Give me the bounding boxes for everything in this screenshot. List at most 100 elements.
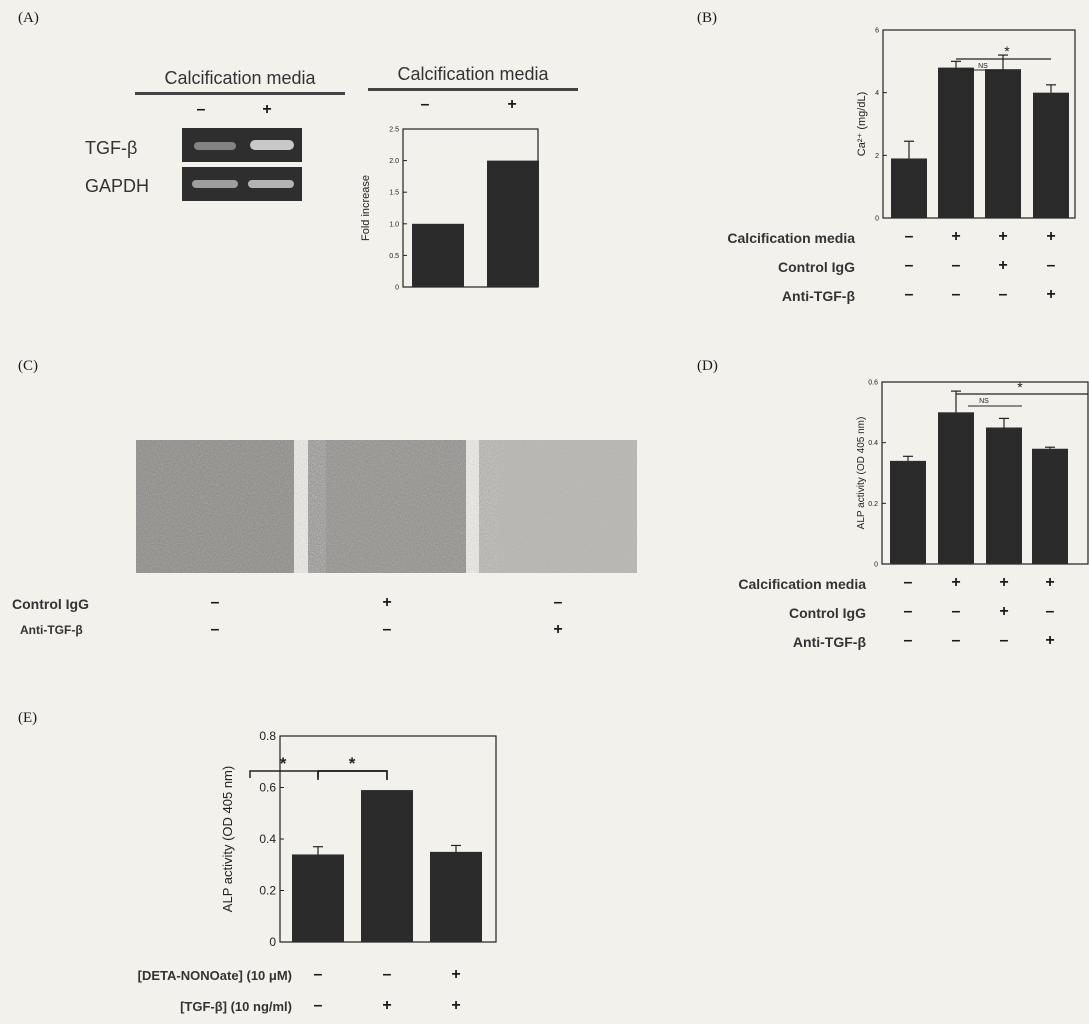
- y-tick-label: 0.8: [259, 729, 276, 743]
- condition-sign: +: [1045, 574, 1055, 591]
- y-tick-label: 0.6: [868, 379, 878, 386]
- bar: [890, 460, 926, 564]
- y-tick-label: 0.2: [259, 884, 276, 898]
- condition-sign: –: [951, 603, 961, 620]
- chart-a-sign-plus: +: [507, 96, 517, 113]
- condition-sign: +: [1045, 632, 1055, 649]
- bar: [891, 158, 927, 218]
- gel-row-label-gapdh: GAPDH: [85, 176, 150, 196]
- gel-sign-plus: +: [262, 101, 272, 118]
- condition-sign: –: [553, 594, 563, 611]
- condition-sign: +: [951, 228, 961, 245]
- condition-sign: +: [451, 966, 461, 983]
- ns-label: NS: [979, 398, 989, 405]
- condition-sign: –: [210, 594, 220, 611]
- condition-sign: +: [951, 574, 961, 591]
- condition-label: Anti-TGF-β: [781, 288, 855, 304]
- significance-bracket-left: [249, 770, 319, 778]
- y-tick-label: 0: [395, 284, 399, 291]
- plot-frame: [882, 29, 1076, 219]
- condition-sign: –: [313, 966, 323, 983]
- y-axis-label: Fold increase: [360, 175, 372, 241]
- condition-sign: –: [904, 228, 914, 245]
- gel-sign-minus: –: [196, 101, 206, 118]
- bar: [430, 851, 482, 942]
- condition-sign: +: [451, 997, 461, 1014]
- y-tick-label: 0.4: [868, 440, 878, 447]
- condition-sign: –: [999, 632, 1009, 649]
- chart-a-header: Calcification media: [368, 64, 578, 91]
- micrograph-texture: [136, 440, 637, 573]
- bar: [938, 67, 974, 218]
- chart-a-sign-minus: –: [420, 96, 430, 113]
- condition-label: Calcification media: [727, 230, 855, 246]
- bar: [361, 790, 413, 942]
- condition-sign: –: [1045, 603, 1055, 620]
- condition-sign: –: [951, 257, 961, 274]
- y-tick-label: 6: [875, 27, 879, 34]
- condition-sign: +: [999, 574, 1009, 591]
- condition-sign: +: [382, 997, 392, 1014]
- y-axis-label: Ca²⁺ (mg/dL): [856, 92, 868, 157]
- condition-sign: –: [382, 621, 392, 638]
- condition-sign: –: [903, 574, 913, 591]
- significance-star: *: [280, 754, 287, 773]
- y-tick-label: 2: [875, 153, 879, 160]
- y-tick-label: 0: [269, 935, 276, 949]
- bar: [412, 223, 464, 287]
- bar: [985, 69, 1021, 218]
- gel-row-label-tgf: TGF-β: [85, 138, 138, 158]
- y-tick-label: 0: [875, 215, 879, 222]
- condition-sign: +: [553, 621, 563, 638]
- condition-sign: +: [382, 594, 392, 611]
- condition-label: Control IgG: [778, 259, 855, 275]
- y-tick-label: 2.5: [389, 126, 399, 133]
- condition-sign: –: [951, 632, 961, 649]
- condition-label: Anti-TGF-β: [792, 634, 866, 650]
- bar: [938, 412, 974, 564]
- condition-label: [DETA-NONOate] (10 μM): [137, 968, 292, 983]
- significance-star: *: [349, 754, 356, 773]
- condition-sign: +: [1046, 286, 1056, 303]
- condition-sign: +: [998, 228, 1008, 245]
- panel-label-a: (A): [18, 10, 39, 26]
- ns-label: NS: [978, 63, 988, 70]
- panel-label-e: (E): [18, 710, 38, 726]
- significance-star: *: [1017, 379, 1023, 395]
- y-tick-label: 1.5: [389, 190, 399, 197]
- condition-sign: –: [903, 603, 913, 620]
- y-axis-label: ALP activity (OD 405 nm): [856, 417, 867, 530]
- panel-label-d: (D): [697, 358, 718, 374]
- y-axis-label: ALP activity (OD 405 nm): [220, 766, 235, 912]
- condition-sign: –: [951, 286, 961, 303]
- condition-label: Calcification media: [738, 576, 866, 592]
- condition-sign: –: [904, 286, 914, 303]
- chart-a: 0 0.5 1.0 1.5 2.0 2.5 Fold increase: [360, 126, 539, 291]
- condition-sign: –: [313, 997, 323, 1014]
- chart-e: 0 0.2 0.4 0.6 0.8 ALP activity (OD 405 nm) * *: [220, 729, 497, 949]
- y-tick-label: 0: [874, 561, 878, 568]
- gel-header: Calcification media: [135, 68, 345, 95]
- gel-blot-tgf-beta: [182, 128, 302, 162]
- chart-b: 0 2 4 6 Ca²⁺ (mg/dL) * NS: [856, 27, 1076, 222]
- y-tick-label: 1.0: [389, 221, 399, 228]
- condition-label: Anti-TGF-β: [20, 623, 83, 637]
- condition-label: Control IgG: [12, 596, 89, 612]
- condition-sign: –: [1046, 257, 1056, 274]
- condition-sign: –: [210, 621, 220, 638]
- condition-sign: +: [1046, 228, 1056, 245]
- gel-blot-gapdh: [182, 167, 302, 201]
- y-tick-label: 0.2: [868, 501, 878, 508]
- condition-sign: +: [999, 603, 1009, 620]
- panel-label-c: (C): [18, 358, 38, 374]
- bar: [986, 427, 1022, 564]
- y-tick-label: 0.5: [389, 253, 399, 260]
- panel-label-b: (B): [697, 10, 717, 26]
- bar: [292, 854, 344, 942]
- y-tick-label: 0.6: [259, 781, 276, 795]
- bar: [1033, 92, 1069, 218]
- chart-d: 0 0.2 0.4 0.6 ALP activity (OD 405 nm) * NS: [856, 379, 1089, 568]
- bar: [487, 160, 539, 287]
- bar: [1032, 448, 1068, 564]
- y-tick-label: 2.0: [389, 158, 399, 165]
